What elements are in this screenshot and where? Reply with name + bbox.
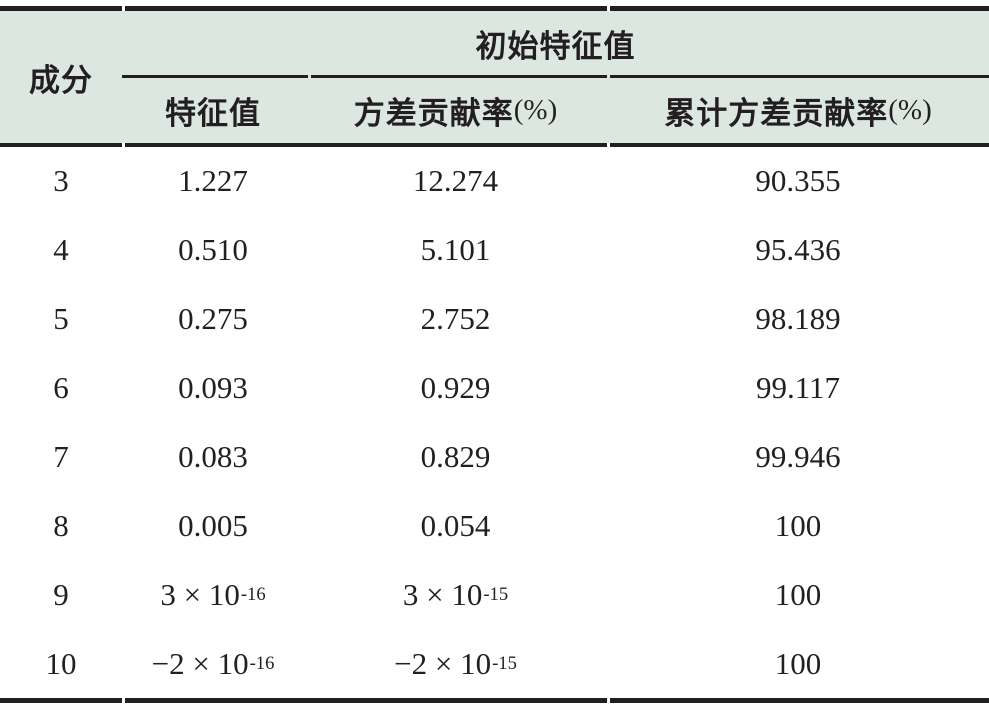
- eigenvalue-cell: 0.275: [178, 301, 248, 337]
- eigenvalue-cell: 0.005: [178, 507, 248, 543]
- table-row: 7 0.083 0.829 99.946: [0, 423, 989, 492]
- cumulative-cell: 99.117: [755, 370, 841, 406]
- header-divider-segment: [610, 143, 989, 147]
- variance-header-unit: (%): [513, 94, 558, 126]
- eigenvalue-cell: 0.510: [178, 232, 248, 268]
- component-header-cell: 成分: [0, 11, 122, 143]
- table-row: 4 0.510 5.101 95.436: [0, 216, 989, 285]
- bottom-rule: [0, 698, 989, 703]
- cumulative-header-label: 累计方差贡献率: [664, 96, 889, 131]
- cumulative-header-cell: 累计方差贡献率 (%): [607, 78, 989, 143]
- cumulative-header-unit: (%): [888, 94, 932, 126]
- variance-cell: 12.274: [412, 163, 499, 199]
- cumulative-cell: 100: [774, 645, 822, 681]
- bottom-rule-segment: [610, 698, 989, 703]
- eigenvalue-header-cell: 特征值: [122, 78, 304, 143]
- header-divider-rule: [0, 143, 989, 147]
- component-cell: 10: [45, 645, 77, 681]
- table-row: 10 −2 × 10 -16 −2 × 10 -15 100: [0, 629, 989, 698]
- component-cell: 7: [53, 438, 69, 474]
- eigenvalue-cell: 1.227: [178, 163, 248, 199]
- component-cell: 3: [53, 163, 69, 199]
- table-body: 3 1.227 12.274 90.355 4 0.510 5.101 95.436 5 0.27…: [0, 147, 989, 698]
- cumulative-cell: 90.355: [755, 163, 841, 199]
- eigenvalue-header-label: 特征值: [165, 96, 261, 131]
- group-underline-rule: [0, 75, 989, 78]
- component-cell: 9: [53, 576, 69, 612]
- variance-cell: 0.054: [420, 507, 491, 543]
- variance-cell: 3 × 10 -15: [402, 576, 509, 612]
- eigenvalue-cell: 0.093: [178, 370, 248, 406]
- component-cell: 6: [53, 370, 69, 406]
- value-base: −2 × 10: [394, 645, 492, 681]
- component-cell: 4: [53, 232, 69, 268]
- component-header-label: 成分: [29, 62, 93, 98]
- variance-cell: 0.929: [420, 370, 491, 406]
- cumulative-cell: 99.946: [755, 438, 841, 474]
- top-rule: [0, 6, 989, 11]
- variance-header-cell: 方差贡献率 (%): [304, 78, 607, 143]
- top-rule-segment: [0, 6, 122, 11]
- variance-cell: −2 × 10 -15: [394, 645, 517, 681]
- table-row: 6 0.093 0.929 99.117: [0, 354, 989, 423]
- group-underline-segment: [311, 75, 607, 78]
- eigenvalue-cell: 3 × 10 -16: [160, 576, 266, 612]
- variance-cell: 2.752: [420, 301, 491, 337]
- group-header-cell: 初始特征值: [122, 11, 989, 75]
- group-underline-segment: [610, 75, 989, 78]
- cumulative-cell: 98.189: [755, 301, 841, 337]
- bottom-rule-segment: [125, 698, 607, 703]
- variance-cell: 5.101: [420, 232, 491, 268]
- top-rule-segment: [125, 6, 607, 11]
- group-header-label: 初始特征值: [475, 28, 636, 64]
- value-base: 3 × 10: [402, 576, 483, 612]
- cumulative-cell: 100: [774, 507, 822, 543]
- eigenvalue-cell: −2 × 10 -16: [151, 645, 275, 681]
- header-divider-segment: [0, 143, 122, 147]
- component-cell: 8: [53, 507, 69, 543]
- group-underline-segment: [122, 75, 308, 78]
- eigenvalue-cell: 0.083: [178, 438, 248, 474]
- variance-cell: 0.829: [420, 438, 491, 474]
- table-row: 8 0.005 0.054 100: [0, 491, 989, 560]
- cumulative-cell: 100: [774, 576, 822, 612]
- top-rule-segment: [610, 6, 989, 11]
- cumulative-cell: 95.436: [755, 232, 841, 268]
- variance-header-label: 方差贡献率: [353, 96, 514, 131]
- component-cell: 5: [53, 301, 69, 337]
- table-row: 9 3 × 10 -16 3 × 10 -15 100: [0, 560, 989, 629]
- value-base: 3 × 10: [160, 576, 240, 612]
- value-base: −2 × 10: [151, 645, 249, 681]
- bottom-rule-segment: [0, 698, 122, 703]
- header-divider-segment: [125, 143, 607, 147]
- table-row: 3 1.227 12.274 90.355: [0, 147, 989, 216]
- table-row: 5 0.275 2.752 98.189: [0, 285, 989, 354]
